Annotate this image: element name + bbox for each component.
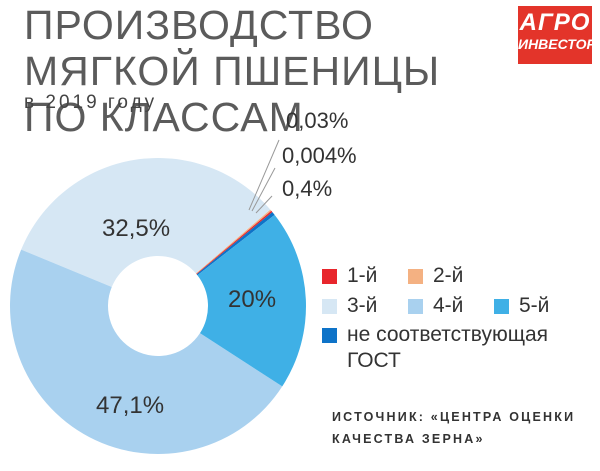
legend-item-3: 3-й (322, 294, 408, 318)
legend-label-4: 4-й (433, 294, 464, 317)
legend-label-1: 1-й (347, 264, 378, 287)
donut-slice-6 (196, 211, 275, 276)
data-label-6: 0,4% (282, 176, 332, 201)
donut-slice-1 (196, 210, 273, 275)
chart-title: ПРОИЗВОДСТВО МЯГКОЙ ПШЕНИЦЫ ПО КЛАССАМ (24, 2, 441, 140)
legend-swatch-1 (322, 268, 337, 284)
legend-label-5: 5-й (519, 294, 550, 317)
data-label-5: 20% (228, 286, 276, 313)
source-note: ИСТОЧНИК: «ЦЕНТРА ОЦЕНКИ КАЧЕСТВА ЗЕРНА» (332, 410, 576, 446)
data-label-2: 0,004% (282, 143, 357, 168)
legend-item-4: 4-й (408, 294, 494, 318)
legend-swatch-2 (408, 268, 423, 284)
chart-subtitle: в 2019 году (24, 92, 158, 113)
leader-line-1 (248, 139, 280, 211)
legend-label-2: 2-й (433, 264, 464, 287)
logo-line-2: ИНВЕСТОР (518, 36, 596, 52)
legend-item-5: 5-й (494, 294, 580, 318)
logo-line-1: АГРО (519, 9, 591, 36)
donut-slice-4 (9, 249, 283, 455)
donut-slice-2 (195, 209, 272, 274)
data-label-1: 0,03% (286, 108, 348, 133)
leader-line-2 (251, 167, 276, 212)
legend-item-2: 2-й (408, 264, 494, 288)
agroinvestor-logo: АГРО ИНВЕСТОР (518, 6, 596, 64)
legend-item-1: 1-й (322, 264, 408, 288)
data-label-3: 32,5% (102, 215, 170, 242)
legend-swatch-3 (322, 298, 337, 314)
legend-swatch-5 (494, 298, 509, 314)
legend-row-1: 1-й 2-й (322, 262, 592, 290)
donut-slice-5 (197, 214, 306, 387)
data-label-4: 47,1% (96, 392, 164, 419)
legend-swatch-4 (408, 298, 423, 314)
legend-label-6: не соответствующая ГОСТ (347, 323, 549, 372)
leader-line-6 (255, 195, 273, 214)
chart-legend: 1-й 2-й 3-й 4-й 5-й не соответствующая Г… (322, 262, 592, 374)
legend-swatch-6 (322, 328, 337, 343)
legend-label-3: 3-й (347, 294, 378, 317)
legend-item-6: не соответствующая ГОСТ (322, 322, 592, 374)
legend-row-2: 3-й 4-й 5-й (322, 292, 592, 320)
donut-slice-3 (21, 158, 271, 287)
